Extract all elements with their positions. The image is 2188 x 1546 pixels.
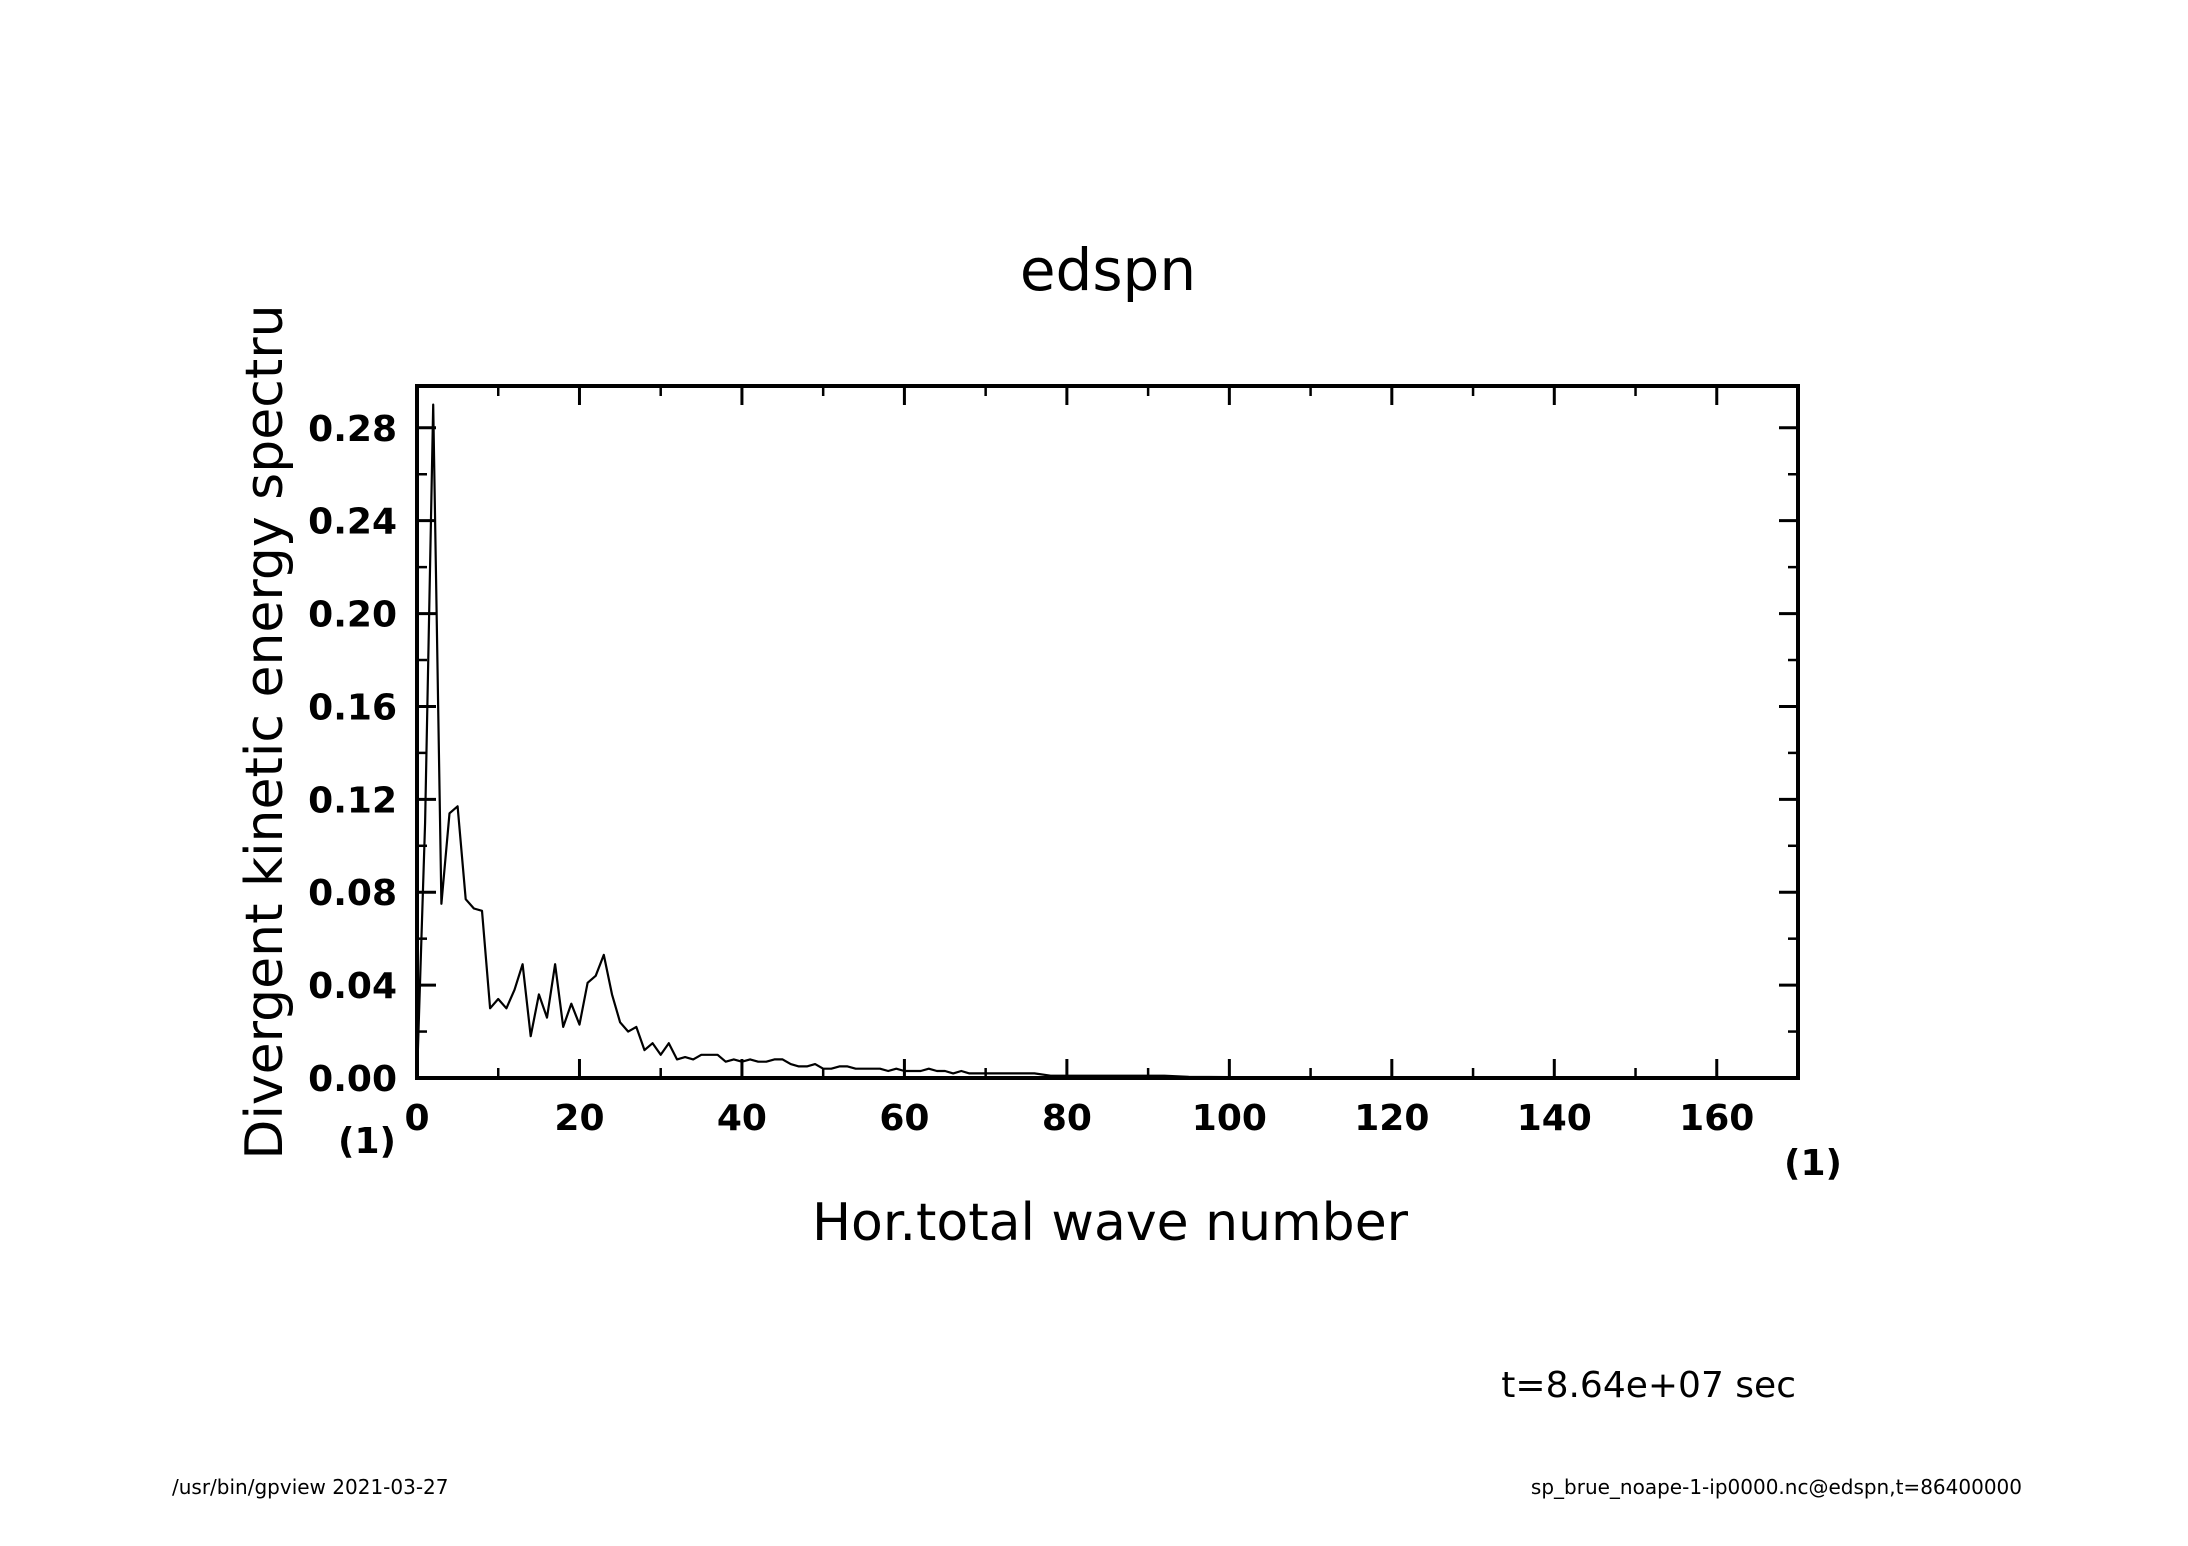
y-tick-label: 0.12 xyxy=(308,780,397,821)
x-tick-label: 160 xyxy=(1679,1098,1754,1139)
y-tick-label: 0.20 xyxy=(308,595,397,636)
y-tick-label: 0.08 xyxy=(308,873,397,914)
x-axis-label: Hor.total wave number xyxy=(812,1193,1409,1253)
y-tick-label: 0.00 xyxy=(308,1059,397,1100)
y-unit-right: (1) xyxy=(1784,1143,1842,1184)
y-tick-labels: 0.00 0.04 0.08 0.12 0.16 0.20 0.24 0.28 xyxy=(308,409,397,1100)
ticks xyxy=(415,386,1798,1080)
x-tick-label: 40 xyxy=(717,1098,767,1139)
x-tick-label: 140 xyxy=(1517,1098,1592,1139)
x-tick-label: 120 xyxy=(1354,1098,1429,1139)
y-tick-label: 0.04 xyxy=(308,966,397,1007)
x-tick-label: 0 xyxy=(404,1098,429,1139)
y-tick-label: 0.24 xyxy=(308,502,397,543)
y-tick-label: 0.28 xyxy=(308,409,397,450)
x-tick-label: 80 xyxy=(1042,1098,1092,1139)
x-tick-labels: 0 20 40 60 80 100 120 140 160 xyxy=(404,1098,1754,1139)
x-unit-left: (1) xyxy=(338,1121,396,1162)
x-tick-label: 100 xyxy=(1192,1098,1267,1139)
plot-frame xyxy=(415,384,1800,1080)
y-tick-label: 0.16 xyxy=(308,687,397,728)
x-tick-label: 20 xyxy=(554,1098,604,1139)
chart-title: edspn xyxy=(1020,236,1196,304)
footer-right: sp_brue_noape-1-ip0000.nc@edspn,t=864000… xyxy=(1531,1475,2022,1499)
series-line-edspn xyxy=(415,403,1798,1080)
footer-left: /usr/bin/gpview 2021-03-27 xyxy=(172,1475,449,1499)
x-tick-label: 60 xyxy=(879,1098,929,1139)
time-annotation: t=8.64e+07 sec xyxy=(1501,1365,1796,1406)
y-axis-label: Divergent kinetic energy spectru xyxy=(235,304,295,1159)
